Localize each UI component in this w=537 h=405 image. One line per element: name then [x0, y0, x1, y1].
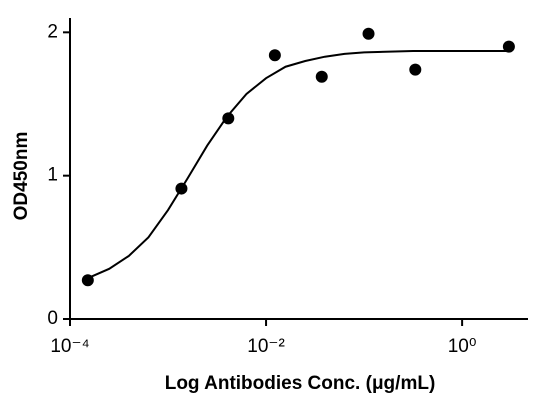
x-axis-label: Log Antibodies Conc. (μg/mL) — [165, 373, 436, 394]
data-point — [502, 40, 515, 53]
data-point — [362, 27, 375, 40]
x-tick-label: 10⁻⁴ — [50, 336, 89, 357]
x-tick-label: 10⁻² — [247, 336, 285, 357]
y-axis-label: OD450nm — [11, 132, 32, 221]
y-tick-label: 0 — [47, 308, 58, 329]
y-tick-label: 2 — [47, 21, 58, 42]
x-tick-label: 10⁰ — [448, 336, 477, 357]
data-point — [409, 63, 422, 76]
fit-curve — [89, 49, 512, 279]
y-tick-label: 1 — [47, 165, 58, 186]
data-point — [81, 274, 94, 287]
data-point — [222, 112, 235, 125]
data-point — [315, 70, 328, 83]
data-point — [268, 49, 281, 62]
data-point — [175, 182, 188, 195]
